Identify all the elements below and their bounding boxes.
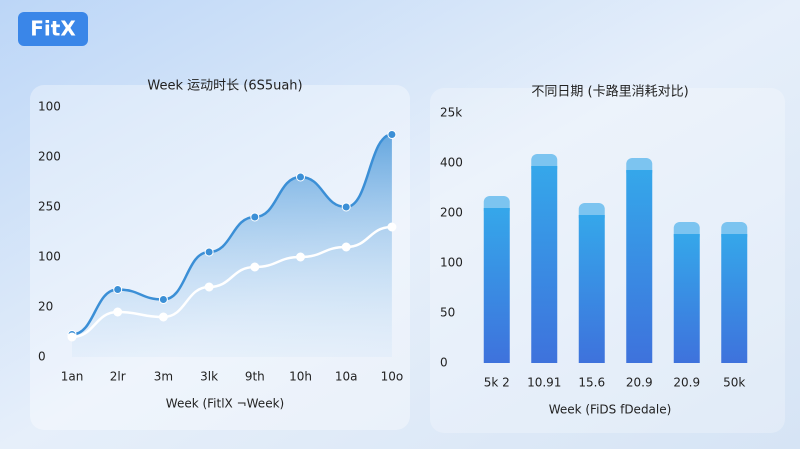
y-tick-label: 200 bbox=[38, 150, 61, 164]
y-tick-label: 0 bbox=[38, 350, 46, 364]
point bbox=[250, 212, 260, 222]
x-tick-label: 50k bbox=[723, 376, 745, 390]
bar bbox=[626, 170, 653, 363]
bar bbox=[483, 208, 510, 363]
x-tick-label: 9th bbox=[245, 370, 265, 384]
y-tick-label: 400 bbox=[440, 156, 463, 170]
bar bbox=[531, 166, 558, 363]
y-tick-label: 250 bbox=[38, 200, 61, 214]
point bbox=[204, 247, 214, 257]
point bbox=[341, 242, 351, 252]
y-tick-label: 100 bbox=[440, 256, 463, 270]
chart-title: Week 运动时长 (6S5uah) bbox=[147, 79, 302, 94]
x-tick-label: 1an bbox=[61, 370, 84, 384]
y-tick-label: 200 bbox=[440, 206, 463, 220]
x-tick-label: 5k 2 bbox=[484, 376, 510, 390]
x-axis-label: Week (FiDS fDedale) bbox=[549, 403, 672, 417]
bar bbox=[673, 234, 700, 363]
x-tick-label: 20.9 bbox=[673, 376, 700, 390]
x-tick-label: 10.91 bbox=[527, 376, 561, 390]
point bbox=[387, 222, 397, 232]
y-tick-label: 100 bbox=[38, 100, 61, 114]
point bbox=[113, 307, 123, 317]
point bbox=[204, 282, 214, 292]
point bbox=[158, 295, 168, 304]
y-tick-label: 20 bbox=[38, 300, 53, 314]
y-tick-label: 25k bbox=[440, 106, 462, 120]
x-tick-label: 3m bbox=[154, 370, 173, 384]
bar bbox=[721, 234, 748, 363]
point bbox=[250, 262, 260, 272]
x-tick-label: 2lr bbox=[110, 370, 126, 384]
point bbox=[296, 172, 305, 182]
x-axis-label: Week (FitlX ¬Week) bbox=[166, 397, 284, 411]
logo-badge bbox=[18, 12, 88, 46]
point bbox=[158, 312, 168, 322]
x-tick-label: 10h bbox=[289, 370, 312, 384]
y-tick-label: 50 bbox=[440, 306, 455, 320]
point bbox=[67, 332, 77, 342]
point bbox=[341, 202, 351, 212]
x-tick-label: 10o bbox=[381, 370, 404, 384]
point bbox=[113, 285, 123, 294]
area bbox=[72, 134, 392, 357]
x-tick-label: 10a bbox=[335, 370, 358, 384]
chart-title: 不同日期 (卡路里消耗对比) bbox=[531, 84, 688, 100]
bar bbox=[578, 215, 605, 363]
y-tick-label: 100 bbox=[38, 250, 61, 264]
x-tick-label: 15.6 bbox=[578, 376, 605, 390]
y-tick-label: 0 bbox=[440, 356, 448, 370]
logo: FitX bbox=[30, 17, 76, 41]
point bbox=[387, 130, 397, 139]
x-tick-label: 20.9 bbox=[626, 376, 653, 390]
point bbox=[296, 252, 305, 262]
x-tick-label: 3lk bbox=[200, 370, 218, 384]
